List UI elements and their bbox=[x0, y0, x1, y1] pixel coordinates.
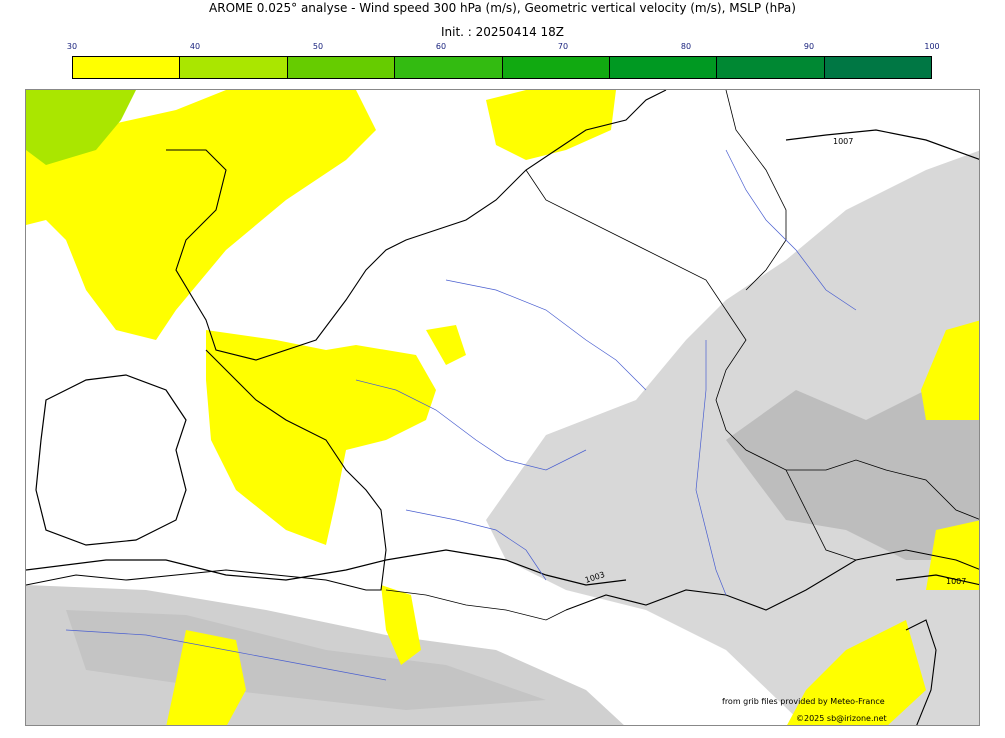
country-border bbox=[385, 589, 567, 621]
coastline bbox=[565, 549, 979, 611]
colorbar-segment bbox=[609, 57, 718, 78]
colorbar-segment bbox=[73, 57, 181, 78]
colorbar-tick: 80 bbox=[680, 42, 692, 51]
map-canvas: 1007 1003 1007 bbox=[26, 90, 979, 725]
river bbox=[65, 629, 387, 681]
wind-speed-zone-30-40 bbox=[166, 630, 246, 725]
map-panel[interactable]: 1007 1003 1007 bbox=[25, 89, 980, 726]
data-source-credit: from grib files provided by Meteo-France bbox=[722, 697, 885, 706]
colorbar-tick: 50 bbox=[312, 42, 324, 51]
isobar-line bbox=[35, 374, 187, 546]
coastline bbox=[905, 619, 937, 725]
country-border bbox=[725, 90, 787, 291]
isobar-line bbox=[26, 549, 627, 586]
colorbar-segment bbox=[717, 57, 825, 78]
colorbar-tick: 60 bbox=[435, 42, 447, 51]
isobar-line bbox=[785, 129, 979, 160]
country-border bbox=[525, 169, 979, 520]
colorbar-segment bbox=[180, 57, 288, 78]
colorbar-segment bbox=[395, 57, 503, 78]
river bbox=[725, 149, 857, 311]
isobar-label: 1007 bbox=[946, 577, 966, 586]
river bbox=[695, 340, 727, 596]
wind-speed-zone-30-40 bbox=[926, 520, 979, 590]
isobar-line bbox=[895, 574, 979, 586]
colorbar-segment bbox=[502, 57, 610, 78]
wind-speed-zone-30-40 bbox=[26, 90, 376, 340]
wind-speed-zone-30-40 bbox=[921, 320, 979, 420]
river bbox=[405, 509, 547, 581]
chart-subtitle: Init. : 20250414 18Z bbox=[440, 25, 565, 39]
coastline bbox=[26, 349, 387, 591]
colorbar-tick: 90 bbox=[803, 42, 815, 51]
wind-speed-zone-30-40 bbox=[787, 620, 926, 725]
vertical-velocity-field-strong bbox=[726, 390, 979, 560]
river bbox=[445, 279, 647, 391]
colorbar-segment bbox=[824, 57, 931, 78]
colorbar-tick: 100 bbox=[924, 42, 940, 51]
wind-speed-zone-30-40 bbox=[486, 90, 616, 160]
wind-speed-zone-40-50 bbox=[26, 90, 136, 165]
copyright-credit: ©2025 sb@irizone.net bbox=[796, 714, 887, 723]
colorbar-tick: 30 bbox=[66, 42, 78, 51]
colorbar-tick: 70 bbox=[557, 42, 569, 51]
wind-speed-zone-30-40 bbox=[381, 585, 421, 665]
isobar-label: 1007 bbox=[833, 137, 853, 146]
colorbar-segment bbox=[287, 57, 396, 78]
colorbar-tick: 40 bbox=[189, 42, 201, 51]
country-border bbox=[785, 469, 857, 561]
coastline bbox=[166, 90, 667, 361]
colorbar bbox=[72, 56, 932, 79]
chart-title: AROME 0.025° analyse - Wind speed 300 hP… bbox=[209, 1, 796, 15]
river bbox=[355, 379, 587, 471]
wind-speed-zone-30-40 bbox=[426, 325, 466, 365]
